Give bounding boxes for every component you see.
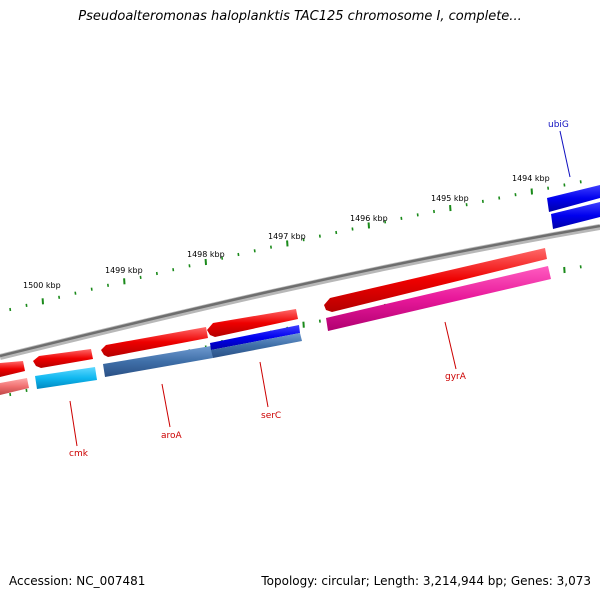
gene-cds-reverse[interactable] (326, 266, 551, 331)
aroA-leader (161, 383, 171, 428)
tick-label-1497: 1497 kbp (268, 232, 306, 241)
gene-cds-reverse[interactable] (0, 378, 29, 395)
gene-label-serC[interactable]: serC (261, 411, 281, 421)
tick-label-1496: 1496 kbp (350, 214, 388, 223)
genome-summary: Topology: circular; Length: 3,214,944 bp… (261, 574, 591, 588)
tick-label-1500: 1500 kbp (23, 281, 61, 290)
serC-leader (259, 361, 269, 408)
gene-label-cmk[interactable]: cmk (69, 449, 89, 459)
tick-label-1494: 1494 kbp (512, 174, 550, 183)
gene-cds-forward[interactable] (0, 361, 25, 377)
gene-label-aroA[interactable]: aroA (161, 431, 183, 441)
gene-cds-reverse[interactable] (210, 325, 300, 350)
gene-cds-forward[interactable] (101, 327, 208, 357)
gene-cds-reverse[interactable] (103, 346, 213, 377)
gene-cds-forward[interactable] (33, 349, 93, 368)
gene-cds-reverse[interactable] (35, 367, 97, 389)
backbone (0, 224, 600, 358)
gene-cds-forward[interactable] (547, 185, 600, 212)
accession-text: Accession: NC_007481 (9, 574, 146, 588)
tick-label-1498: 1498 kbp (187, 250, 225, 259)
gene-label-gyrA[interactable]: gyrA (445, 372, 467, 382)
gene-cds-forward[interactable] (207, 309, 298, 337)
tick-label-1495: 1495 kbp (431, 194, 469, 203)
outer-tick-ring (9, 180, 582, 312)
gene-cds-reverse[interactable] (211, 333, 302, 358)
cmk-leader (69, 400, 78, 447)
ubiG-leader (559, 130, 571, 178)
tick-label-1499: 1499 kbp (105, 266, 143, 275)
map-title: Pseudoalteromonas haloplanktis TAC125 ch… (78, 9, 522, 24)
gene-cds-reverse[interactable] (551, 202, 600, 229)
gene-cds-forward[interactable] (324, 248, 547, 312)
gyrA-leader (444, 321, 457, 370)
gene-label-ubiG[interactable]: ubiG (548, 120, 569, 130)
